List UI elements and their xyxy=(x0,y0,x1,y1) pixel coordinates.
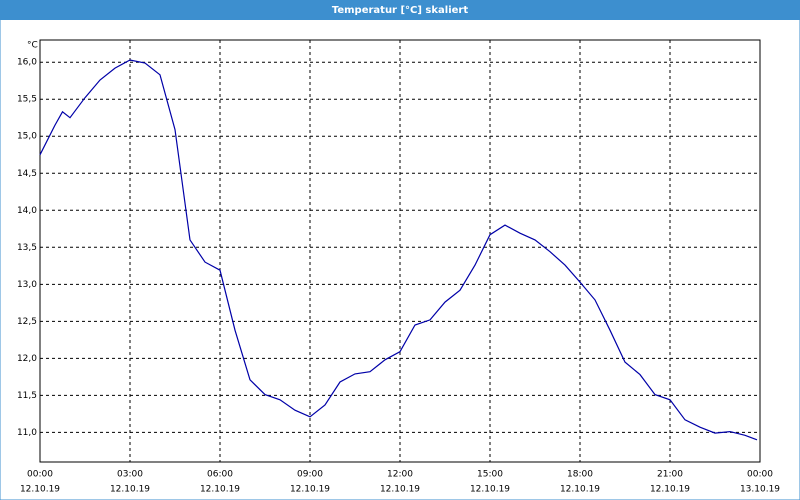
y-axis-label: °C xyxy=(27,41,38,51)
x-tick-label: 12:00 xyxy=(387,470,413,480)
x-tick-label: 15:00 xyxy=(477,470,503,480)
x-tick-date: 12.10.19 xyxy=(200,485,240,495)
temperature-line xyxy=(39,59,758,441)
y-tick-label: 15,5 xyxy=(17,95,37,105)
y-tick-label: 11,5 xyxy=(17,391,37,401)
y-tick-label: 12,0 xyxy=(17,354,37,364)
y-tick-label: 13,5 xyxy=(17,243,37,253)
x-tick-label: 06:00 xyxy=(207,470,233,480)
x-tick-date: 12.10.19 xyxy=(110,485,150,495)
y-tick-label: 15,0 xyxy=(17,132,37,142)
y-tick-label: 12,5 xyxy=(17,317,37,327)
x-tick-date: 12.10.19 xyxy=(470,485,510,495)
y-tick-label: 14,0 xyxy=(17,206,37,216)
x-tick-label: 00:00 xyxy=(747,470,773,480)
x-tick-date: 12.10.19 xyxy=(20,485,60,495)
title-bar xyxy=(0,0,800,20)
y-tick-label: 11,0 xyxy=(17,428,37,438)
y-tick-label: 13,0 xyxy=(17,280,37,290)
chart-title: Temperatur [°C] skaliert xyxy=(332,5,469,16)
y-tick-label: 16,0 xyxy=(17,58,37,68)
x-tick-date: 12.10.19 xyxy=(650,485,690,495)
x-tick-label: 18:00 xyxy=(567,470,593,480)
x-tick-label: 21:00 xyxy=(657,470,683,480)
x-tick-date: 12.10.19 xyxy=(290,485,330,495)
y-tick-label: 14,5 xyxy=(17,169,37,179)
x-tick-label: 00:00 xyxy=(27,470,53,480)
x-tick-date: 12.10.19 xyxy=(560,485,600,495)
x-tick-date: 12.10.19 xyxy=(380,485,420,495)
x-tick-date: 13.10.19 xyxy=(740,485,780,495)
x-tick-label: 03:00 xyxy=(117,470,143,480)
x-tick-label: 09:00 xyxy=(297,470,323,480)
